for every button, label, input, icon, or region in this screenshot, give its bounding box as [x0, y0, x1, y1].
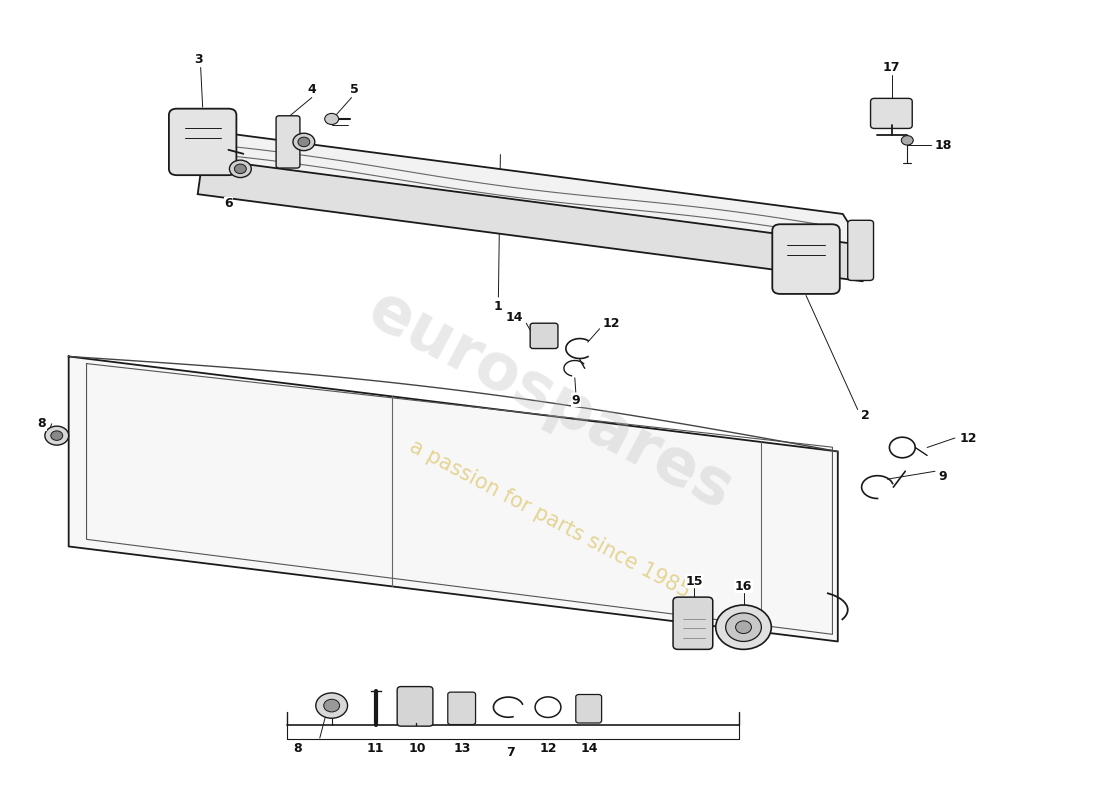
Text: 8: 8 — [37, 418, 46, 430]
Circle shape — [716, 605, 771, 650]
FancyBboxPatch shape — [169, 109, 236, 175]
Text: 11: 11 — [366, 742, 384, 755]
Polygon shape — [198, 158, 868, 282]
Circle shape — [324, 114, 339, 125]
FancyBboxPatch shape — [448, 692, 475, 725]
Circle shape — [45, 426, 68, 445]
Text: 18: 18 — [934, 138, 952, 151]
Circle shape — [323, 699, 340, 712]
Text: 8: 8 — [294, 742, 302, 755]
Text: 9: 9 — [572, 394, 580, 406]
FancyBboxPatch shape — [276, 116, 300, 168]
FancyBboxPatch shape — [530, 323, 558, 349]
Circle shape — [736, 621, 751, 634]
Circle shape — [234, 164, 246, 174]
FancyBboxPatch shape — [397, 686, 433, 726]
Text: 2: 2 — [861, 410, 870, 422]
FancyBboxPatch shape — [870, 98, 912, 129]
Polygon shape — [178, 127, 862, 246]
Text: 12: 12 — [539, 742, 557, 755]
Text: 14: 14 — [581, 742, 598, 755]
Text: 12: 12 — [960, 431, 978, 445]
FancyBboxPatch shape — [848, 220, 873, 281]
Text: 3: 3 — [195, 53, 204, 66]
Text: 1: 1 — [494, 300, 503, 313]
Text: 17: 17 — [882, 61, 900, 74]
Text: 15: 15 — [685, 574, 703, 588]
Circle shape — [901, 135, 913, 145]
Text: 5: 5 — [350, 83, 359, 96]
Text: a passion for parts since 1985: a passion for parts since 1985 — [406, 436, 694, 602]
FancyBboxPatch shape — [772, 224, 839, 294]
Circle shape — [726, 613, 761, 642]
Text: 9: 9 — [938, 470, 947, 483]
Text: 14: 14 — [506, 311, 522, 324]
Circle shape — [230, 160, 251, 178]
Circle shape — [51, 431, 63, 440]
Text: eurospares: eurospares — [358, 278, 742, 522]
Text: 4: 4 — [307, 83, 316, 96]
Circle shape — [298, 137, 310, 146]
Polygon shape — [68, 357, 838, 642]
Circle shape — [316, 693, 348, 718]
Text: 10: 10 — [408, 742, 426, 755]
Circle shape — [293, 134, 315, 150]
Text: 13: 13 — [454, 742, 472, 755]
FancyBboxPatch shape — [575, 694, 602, 723]
Text: 12: 12 — [603, 317, 620, 330]
Text: 6: 6 — [224, 197, 233, 210]
Text: 16: 16 — [735, 579, 752, 593]
Text: 7: 7 — [506, 746, 515, 758]
FancyBboxPatch shape — [673, 597, 713, 650]
